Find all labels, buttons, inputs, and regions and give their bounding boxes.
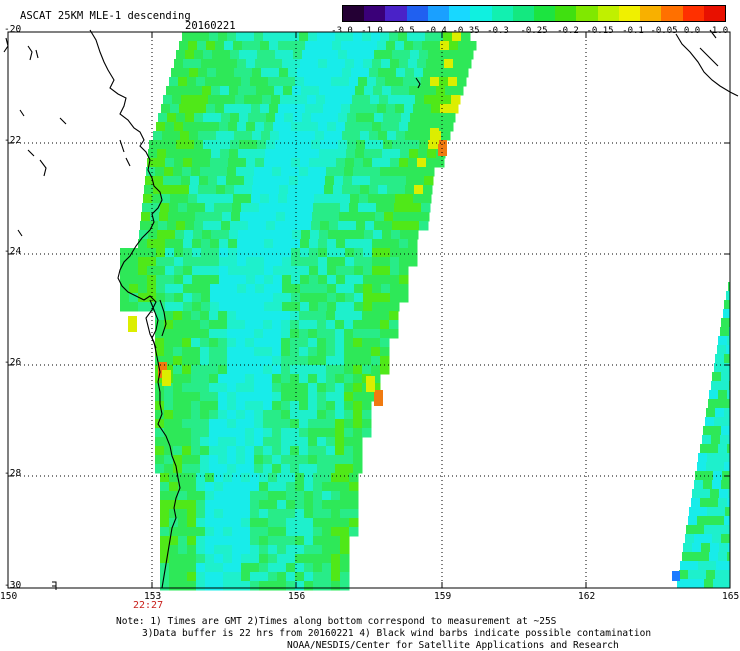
- color-scale-label: -0.15: [586, 26, 614, 36]
- color-scale-swatch: [533, 6, 556, 21]
- color-scale-label: -3.0: [331, 26, 353, 36]
- coastline-islands: [159, 299, 167, 337]
- longitude-label: 159: [434, 591, 452, 602]
- coastline-bay: [149, 299, 159, 349]
- color-scale-label: -0.05: [650, 26, 678, 36]
- color-scale-swatch: [427, 6, 450, 21]
- latitude-label: -28: [4, 468, 22, 479]
- latitude-label: -20: [4, 24, 22, 35]
- longitude-label: 150: [0, 591, 18, 602]
- longitude-label: 153: [144, 591, 162, 602]
- map-title: ASCAT 25KM MLE-1 descending: [20, 10, 191, 22]
- map-frame: [7, 31, 731, 589]
- color-scale-swatch: [618, 6, 641, 21]
- color-scale-swatch: [343, 6, 365, 21]
- pass-time-label: 22:27: [133, 600, 164, 611]
- color-scale-bar: [342, 5, 726, 22]
- color-scale-label: -0.3: [487, 26, 509, 36]
- color-scale-label: -0.1: [622, 26, 644, 36]
- color-scale-swatch: [364, 6, 386, 21]
- longitude-label: 162: [578, 591, 596, 602]
- longitude-label: 165: [722, 591, 740, 602]
- color-scale-label: -0.4: [425, 26, 447, 36]
- color-scale-label: 1.0: [711, 26, 729, 36]
- color-scale-swatch: [597, 6, 619, 21]
- latitude-label: -30: [4, 580, 22, 591]
- coastline-australia: [89, 29, 181, 589]
- color-scale-label: -0.25: [520, 26, 548, 36]
- footer-note-2: 3)Data buffer is 22 hrs from 20160221 4)…: [142, 628, 652, 639]
- color-scale-swatch: [576, 6, 598, 21]
- color-scale-label: -0.35: [452, 26, 480, 36]
- color-scale-swatch: [555, 6, 577, 21]
- color-scale-label: -1.0: [361, 26, 383, 36]
- map-date: 20160221: [185, 20, 236, 32]
- color-scale-label: -0.2: [557, 26, 579, 36]
- color-scale-swatch: [406, 6, 428, 21]
- data-swath: [120, 32, 730, 591]
- coastline-north: [3, 37, 131, 237]
- color-scale-label: 0.0: [683, 26, 701, 36]
- color-scale-swatch: [661, 6, 683, 21]
- color-scale-swatch: [470, 6, 492, 21]
- coastline: [3, 29, 739, 589]
- coastline-right: [675, 29, 739, 97]
- axis-ticks: [7, 31, 731, 589]
- color-scale-swatch: [512, 6, 534, 21]
- footer-credit: NOAA/NESDIS/Center for Satellite Applica…: [287, 640, 619, 651]
- latitude-label: -24: [4, 246, 22, 257]
- color-scale-swatch: [491, 6, 513, 21]
- latitude-label: -22: [4, 135, 22, 146]
- coastline-island-small: [415, 77, 421, 89]
- color-scale-swatch: [640, 6, 662, 21]
- color-scale-swatch: [682, 6, 704, 21]
- wind-barb-icon: [52, 581, 57, 590]
- footer-note-1: Note: 1) Times are GMT 2)Times along bot…: [116, 616, 557, 627]
- color-scale-swatch: [703, 6, 725, 21]
- color-scale-label: -0.5: [393, 26, 415, 36]
- color-scale-swatch: [385, 6, 407, 21]
- color-scale-swatch: [449, 6, 471, 21]
- latitude-label: -26: [4, 357, 22, 368]
- grid-lines: [8, 32, 730, 588]
- longitude-label: 156: [288, 591, 306, 602]
